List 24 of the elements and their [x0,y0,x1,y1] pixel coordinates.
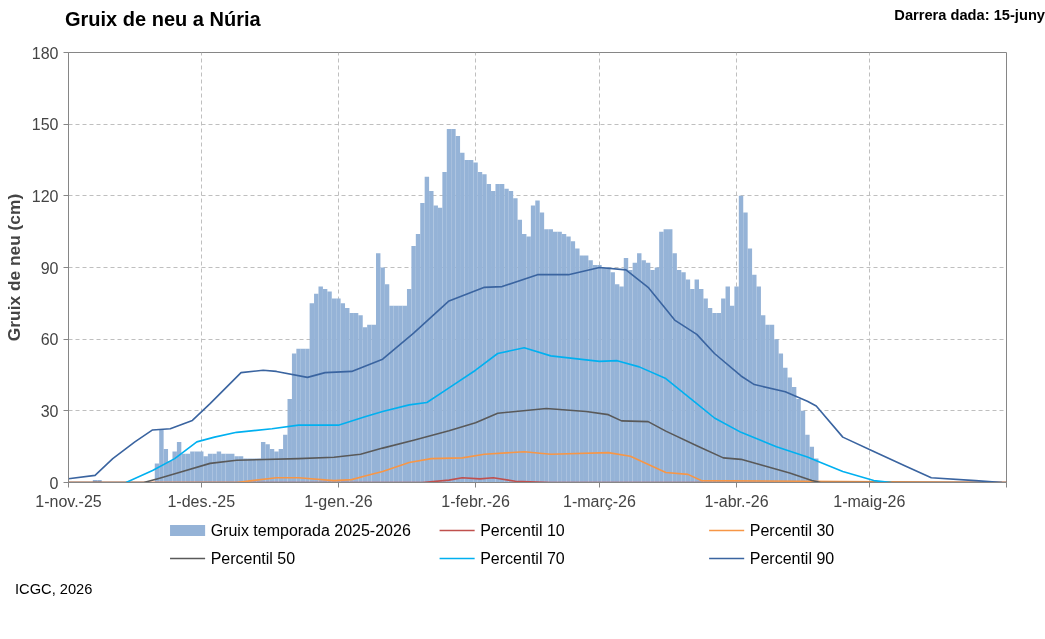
legend-label: Percentil 30 [749,522,835,539]
x-tick-label: 1-nov.-25 [35,492,102,510]
y-tick-label: 90 [40,259,59,277]
legend-label: Percentil 90 [749,550,835,567]
legend-label: Gruix temporada 2025-2026 [210,522,411,539]
y-tick-label: 180 [31,44,59,62]
x-tick-label: 1-des.-25 [167,492,236,510]
text: ICGC, 2026 [15,580,93,599]
x-tick-label: 1-març-26 [562,492,636,510]
legend-label: Percentil 50 [210,550,296,567]
y-axis-title: Gruix de neu (cm) [3,193,24,342]
x-tick-label: 1-maig-26 [833,492,906,510]
x-tick-label: 1-febr.-26 [441,492,510,510]
legend-label: Percentil 10 [480,522,565,539]
legend-label: Percentil 70 [480,550,565,567]
y-tick-label: 120 [31,187,59,205]
x-tick-label: 1-gen.-26 [304,492,373,510]
chart-title: Gruix de neu a Núria [65,7,261,32]
y-tick-label: 150 [31,116,59,134]
y-tick-label: 60 [40,331,59,349]
x-tick-label: 1-abr.-26 [704,492,769,510]
text: Darrera dada: 15-juny [894,6,1045,25]
y-tick-label: 30 [40,402,59,420]
y-tick-label: 0 [49,474,59,492]
